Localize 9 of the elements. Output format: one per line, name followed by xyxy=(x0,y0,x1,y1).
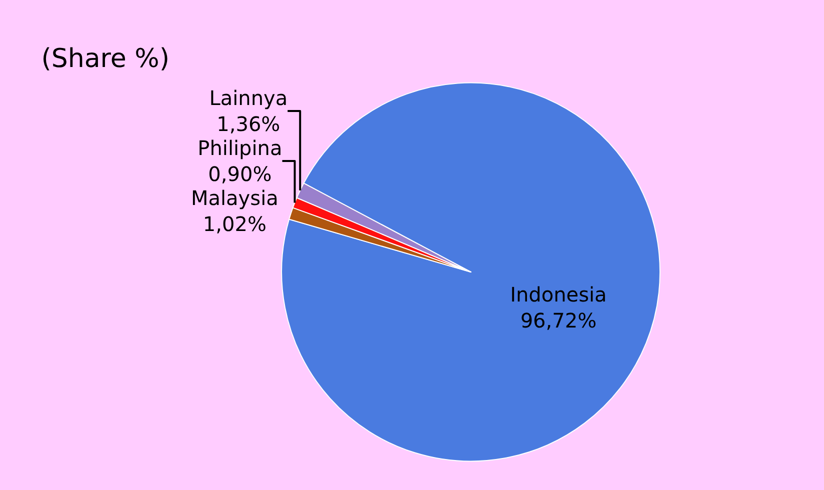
slice-label: Lainnya xyxy=(209,86,288,110)
slice-label: Indonesia xyxy=(510,282,607,307)
slice-label: Philipina xyxy=(198,136,282,160)
slice-label: Malaysia xyxy=(190,186,278,210)
data-label: 1,36% xyxy=(216,112,280,136)
data-label: 0,90% xyxy=(208,162,272,186)
data-label: 1,02% xyxy=(202,212,266,236)
chart-title: (Share %) xyxy=(41,44,170,74)
data-label: 96,72% xyxy=(520,308,597,333)
